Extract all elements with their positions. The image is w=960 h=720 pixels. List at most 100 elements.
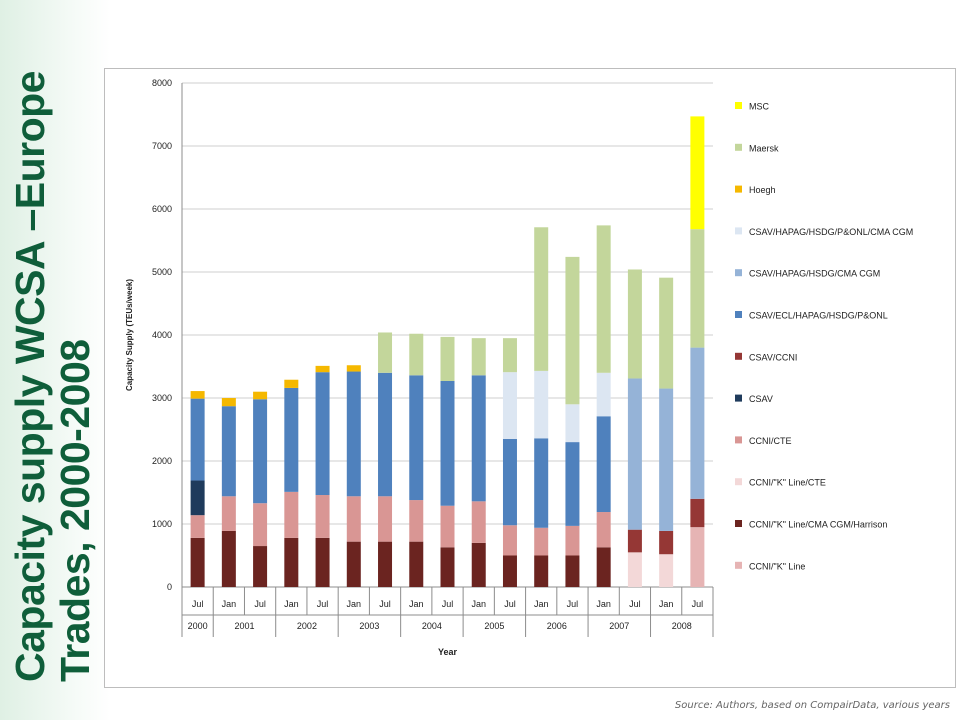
bar-segment [315,537,330,587]
bar-segment [502,525,517,556]
bar-segment [284,491,299,538]
y-tick-label: 4000 [152,330,172,340]
bar-segment [409,375,424,501]
legend-swatch [735,227,742,235]
bar-segment [253,546,268,587]
legend-label: Hoegh [749,185,776,195]
source-note: Source: Authors, based on CompairData, v… [674,700,950,711]
bar-segment [346,496,361,542]
bar-segment [534,227,549,371]
legend-label: CCNI/"K" Line/CTE [749,478,826,488]
bar-segment [284,537,299,587]
year-group-label: 2004 [422,621,442,631]
bar-segment [378,496,393,542]
bar-segment [409,541,424,587]
bar-segment [534,370,549,439]
bar-segment [502,338,517,373]
bar-segment [378,372,393,497]
bar-segment [690,116,705,230]
bar-segment [315,495,330,538]
legend-swatch [735,269,742,277]
bar-segment [471,501,486,543]
x-tick-label: Jul [629,599,641,609]
bar-segment [253,391,268,400]
legend-swatch [735,436,742,444]
bar-segment [502,372,517,439]
x-tick-label: Jul [254,599,266,609]
x-tick-label: Jan [534,599,549,609]
y-tick-label: 8000 [152,78,172,88]
bar-segment [596,372,611,417]
year-group-label: 2000 [188,621,208,631]
bar-segment [659,388,674,531]
y-tick-label: 1000 [152,519,172,529]
bar-segment [221,496,236,531]
bar-segment [190,480,205,516]
bar-segment [596,416,611,513]
x-tick-label: Jul [504,599,516,609]
legend-label: CCNI/"K" Line [749,561,805,571]
bar-segment [565,404,580,443]
bar-segment [346,371,361,497]
stacked-bar-chart: 0 1000 2000 3000 4000 5000 6000 7000 8000 Capacit… [125,78,913,657]
bar-segment [440,380,455,506]
slide-title: Capacity supply WCSA –Europe Trades, 200… [0,0,110,688]
x-tick-label: Jul [192,599,204,609]
bar-segment [502,555,517,587]
x-tick-label: Jan [284,599,299,609]
y-tick-label: 2000 [152,456,172,466]
legend-label: CSAV [749,394,773,404]
y-tick-label: 7000 [152,141,172,151]
bar-segment [627,378,642,530]
year-group-label: 2005 [484,621,504,631]
bar-segment [409,333,424,376]
x-tick-label: Jul [317,599,329,609]
legend-swatch [735,102,742,109]
x-tick-label: Jan [409,599,424,609]
x-tick-label: Jan [596,599,611,609]
bar-segment [627,529,642,553]
year-group-label: 2002 [297,621,317,631]
bar-segment [565,555,580,587]
x-tick-label: Jul [442,599,454,609]
bar-segment [471,542,486,587]
x-tick-label: Jan [222,599,237,609]
chart-frame: 0 1000 2000 3000 4000 5000 6000 7000 8000 Capacit… [104,68,956,688]
bar-segment [253,503,268,547]
bar-segment [346,365,361,372]
bar-segment [221,530,236,587]
bar-segment [284,379,299,388]
slide-title-line-2: Trades, 2000-2008 [52,339,98,682]
y-tick-label: 5000 [152,267,172,277]
legend-label: MSC [749,102,770,112]
bar-segment [440,336,455,381]
bar-segment [690,527,705,587]
x-tick-label: Jan [659,599,674,609]
bar-segment [409,500,424,542]
bar-segment [690,347,705,499]
year-group-label: 2001 [234,621,254,631]
bar-segment [471,338,486,376]
bar-segment [659,530,674,555]
legend-swatch [735,394,742,402]
bar-segment [659,554,674,587]
bar-segment [596,512,611,548]
bar-segment [565,525,580,556]
legend-swatch [735,143,742,151]
bar-segment [315,372,330,496]
y-tick-label: 6000 [152,204,172,214]
bar-segment [659,277,674,389]
x-tick-label: Jan [471,599,486,609]
bar-segment [190,398,205,481]
y-axis-label: Capacity Supply (TEUs/week) [125,279,134,391]
legend-label: CCNI/CTE [749,436,792,446]
bar-segment [534,527,549,556]
legend-swatch [735,352,742,360]
bar-segment [565,256,580,405]
legend-label: CSAV/HAPAG/HSDG/P&ONL/CMA CGM [749,227,913,237]
bar-segment [534,555,549,587]
bar-segment [346,541,361,587]
year-group-label: 2003 [359,621,379,631]
x-tick-label: Jul [692,599,704,609]
x-tick-label: Jul [379,599,391,609]
